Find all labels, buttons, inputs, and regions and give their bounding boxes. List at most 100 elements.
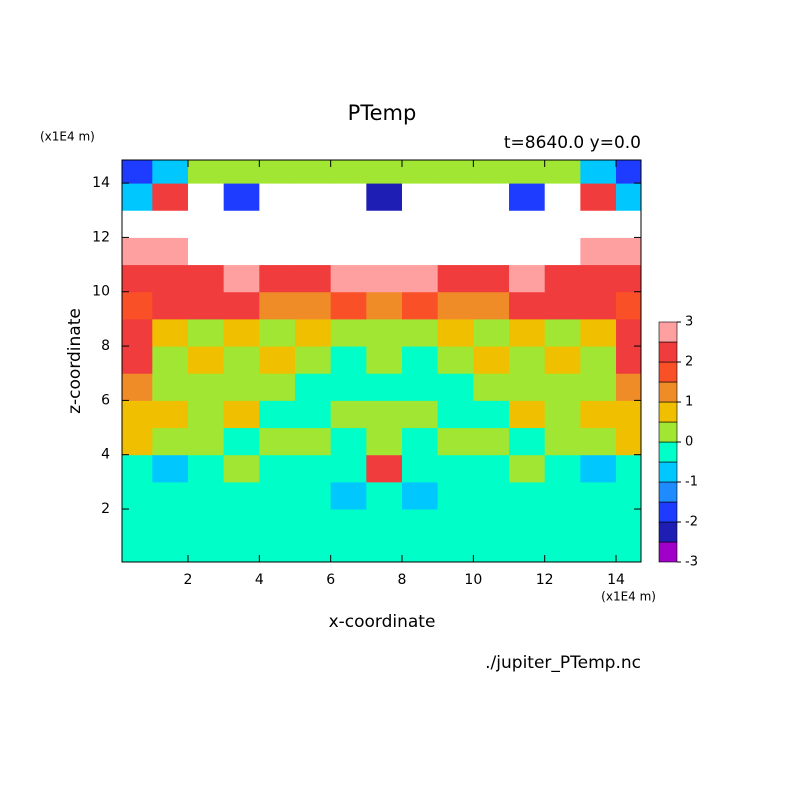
field-cell (366, 346, 403, 374)
y-tick-label: 2 (101, 501, 110, 517)
colorbar-swatch (658, 381, 678, 403)
field-cell (330, 481, 367, 510)
field-cell (473, 346, 510, 374)
field-cell (295, 160, 332, 184)
field-cell (544, 183, 581, 211)
field-cell (580, 160, 617, 184)
y-tick-label: 6 (101, 392, 110, 408)
field-cell (544, 536, 581, 562)
source-label: ./jupiter_PTemp.nc (485, 653, 641, 673)
field-cell (295, 346, 332, 374)
field-cell (544, 509, 581, 537)
field-cell (544, 318, 581, 347)
field-cell (187, 536, 225, 562)
field-cell (580, 373, 617, 401)
field-cell (366, 427, 403, 456)
field-cell (437, 509, 474, 537)
field-cell (616, 427, 641, 456)
y-axis-label: z-coordinate (65, 308, 85, 414)
x-tick-label: 2 (184, 572, 193, 588)
colorbar-tick-label: -1 (685, 475, 698, 490)
field-cell (437, 427, 474, 456)
field-cell (330, 427, 367, 456)
field-cell (473, 509, 510, 537)
subtitle: t=8640.0 y=0.0 (504, 133, 641, 153)
field-cell (122, 481, 153, 510)
field-cell (187, 509, 225, 537)
colorbar-swatch (658, 441, 678, 463)
field-cell (509, 237, 546, 266)
field-cell (366, 400, 403, 429)
field-cell (187, 454, 225, 483)
field-cell (223, 183, 260, 211)
field-cell (544, 346, 581, 374)
field-cell (509, 427, 546, 456)
field-cell (616, 210, 641, 238)
field-cell (152, 210, 189, 238)
field-cell (580, 291, 617, 320)
field-cell (616, 291, 641, 320)
field-cell (366, 454, 403, 483)
field-cell (473, 481, 510, 510)
field-cell (473, 264, 510, 293)
field-cell (122, 400, 153, 429)
field-cell (152, 481, 189, 510)
field-cell (473, 454, 510, 483)
field-cell (330, 160, 367, 184)
field-cell (616, 454, 641, 483)
field-cell (437, 291, 474, 320)
field-cell (402, 427, 439, 456)
field-cell (580, 509, 617, 537)
field-cell (616, 346, 641, 374)
colorbar-swatch (658, 461, 678, 483)
colorbar-swatch (658, 321, 678, 343)
x-tick-label: 14 (607, 572, 625, 588)
field-cell (223, 400, 260, 429)
field-cell (509, 291, 546, 320)
field-cell (580, 400, 617, 429)
field-cell (122, 264, 153, 293)
field-cell (152, 183, 189, 211)
field-cell (187, 291, 225, 320)
field-cell (616, 481, 641, 510)
field-cell (366, 373, 403, 401)
field-cell (152, 509, 189, 537)
x-axis-label: x-coordinate (329, 612, 436, 632)
field-cell (366, 237, 403, 266)
field-cell (259, 427, 296, 456)
field-cell (187, 427, 225, 456)
colorbar-tick-label: 0 (685, 435, 693, 450)
field-cell (616, 237, 641, 266)
field-cell (402, 454, 439, 483)
field-cell (509, 373, 546, 401)
field-cell (509, 210, 546, 238)
field-cell (122, 509, 153, 537)
field-cell (473, 400, 510, 429)
field-cell (223, 291, 260, 320)
field-cell (259, 454, 296, 483)
field-cell (402, 183, 439, 211)
field-cell (366, 291, 403, 320)
field-cell (152, 160, 189, 184)
field-cell (544, 264, 581, 293)
field-cell (295, 481, 332, 510)
field-cell (402, 346, 439, 374)
field-cell (152, 237, 189, 266)
colorbar-tick-label: -3 (685, 555, 698, 570)
field-cell (402, 400, 439, 429)
field-cell (330, 318, 367, 347)
chart-title: PTemp (348, 101, 417, 125)
field-cell (473, 427, 510, 456)
field-cell (580, 536, 617, 562)
y-tick-label: 14 (92, 175, 110, 191)
field-cell (259, 400, 296, 429)
colorbar-swatch (658, 521, 678, 543)
field-cell (402, 210, 439, 238)
field-cell (259, 160, 296, 184)
field-cell (223, 318, 260, 347)
field-cell (259, 346, 296, 374)
field-cell (259, 509, 296, 537)
field-cell (122, 454, 153, 483)
field-cell (295, 264, 332, 293)
